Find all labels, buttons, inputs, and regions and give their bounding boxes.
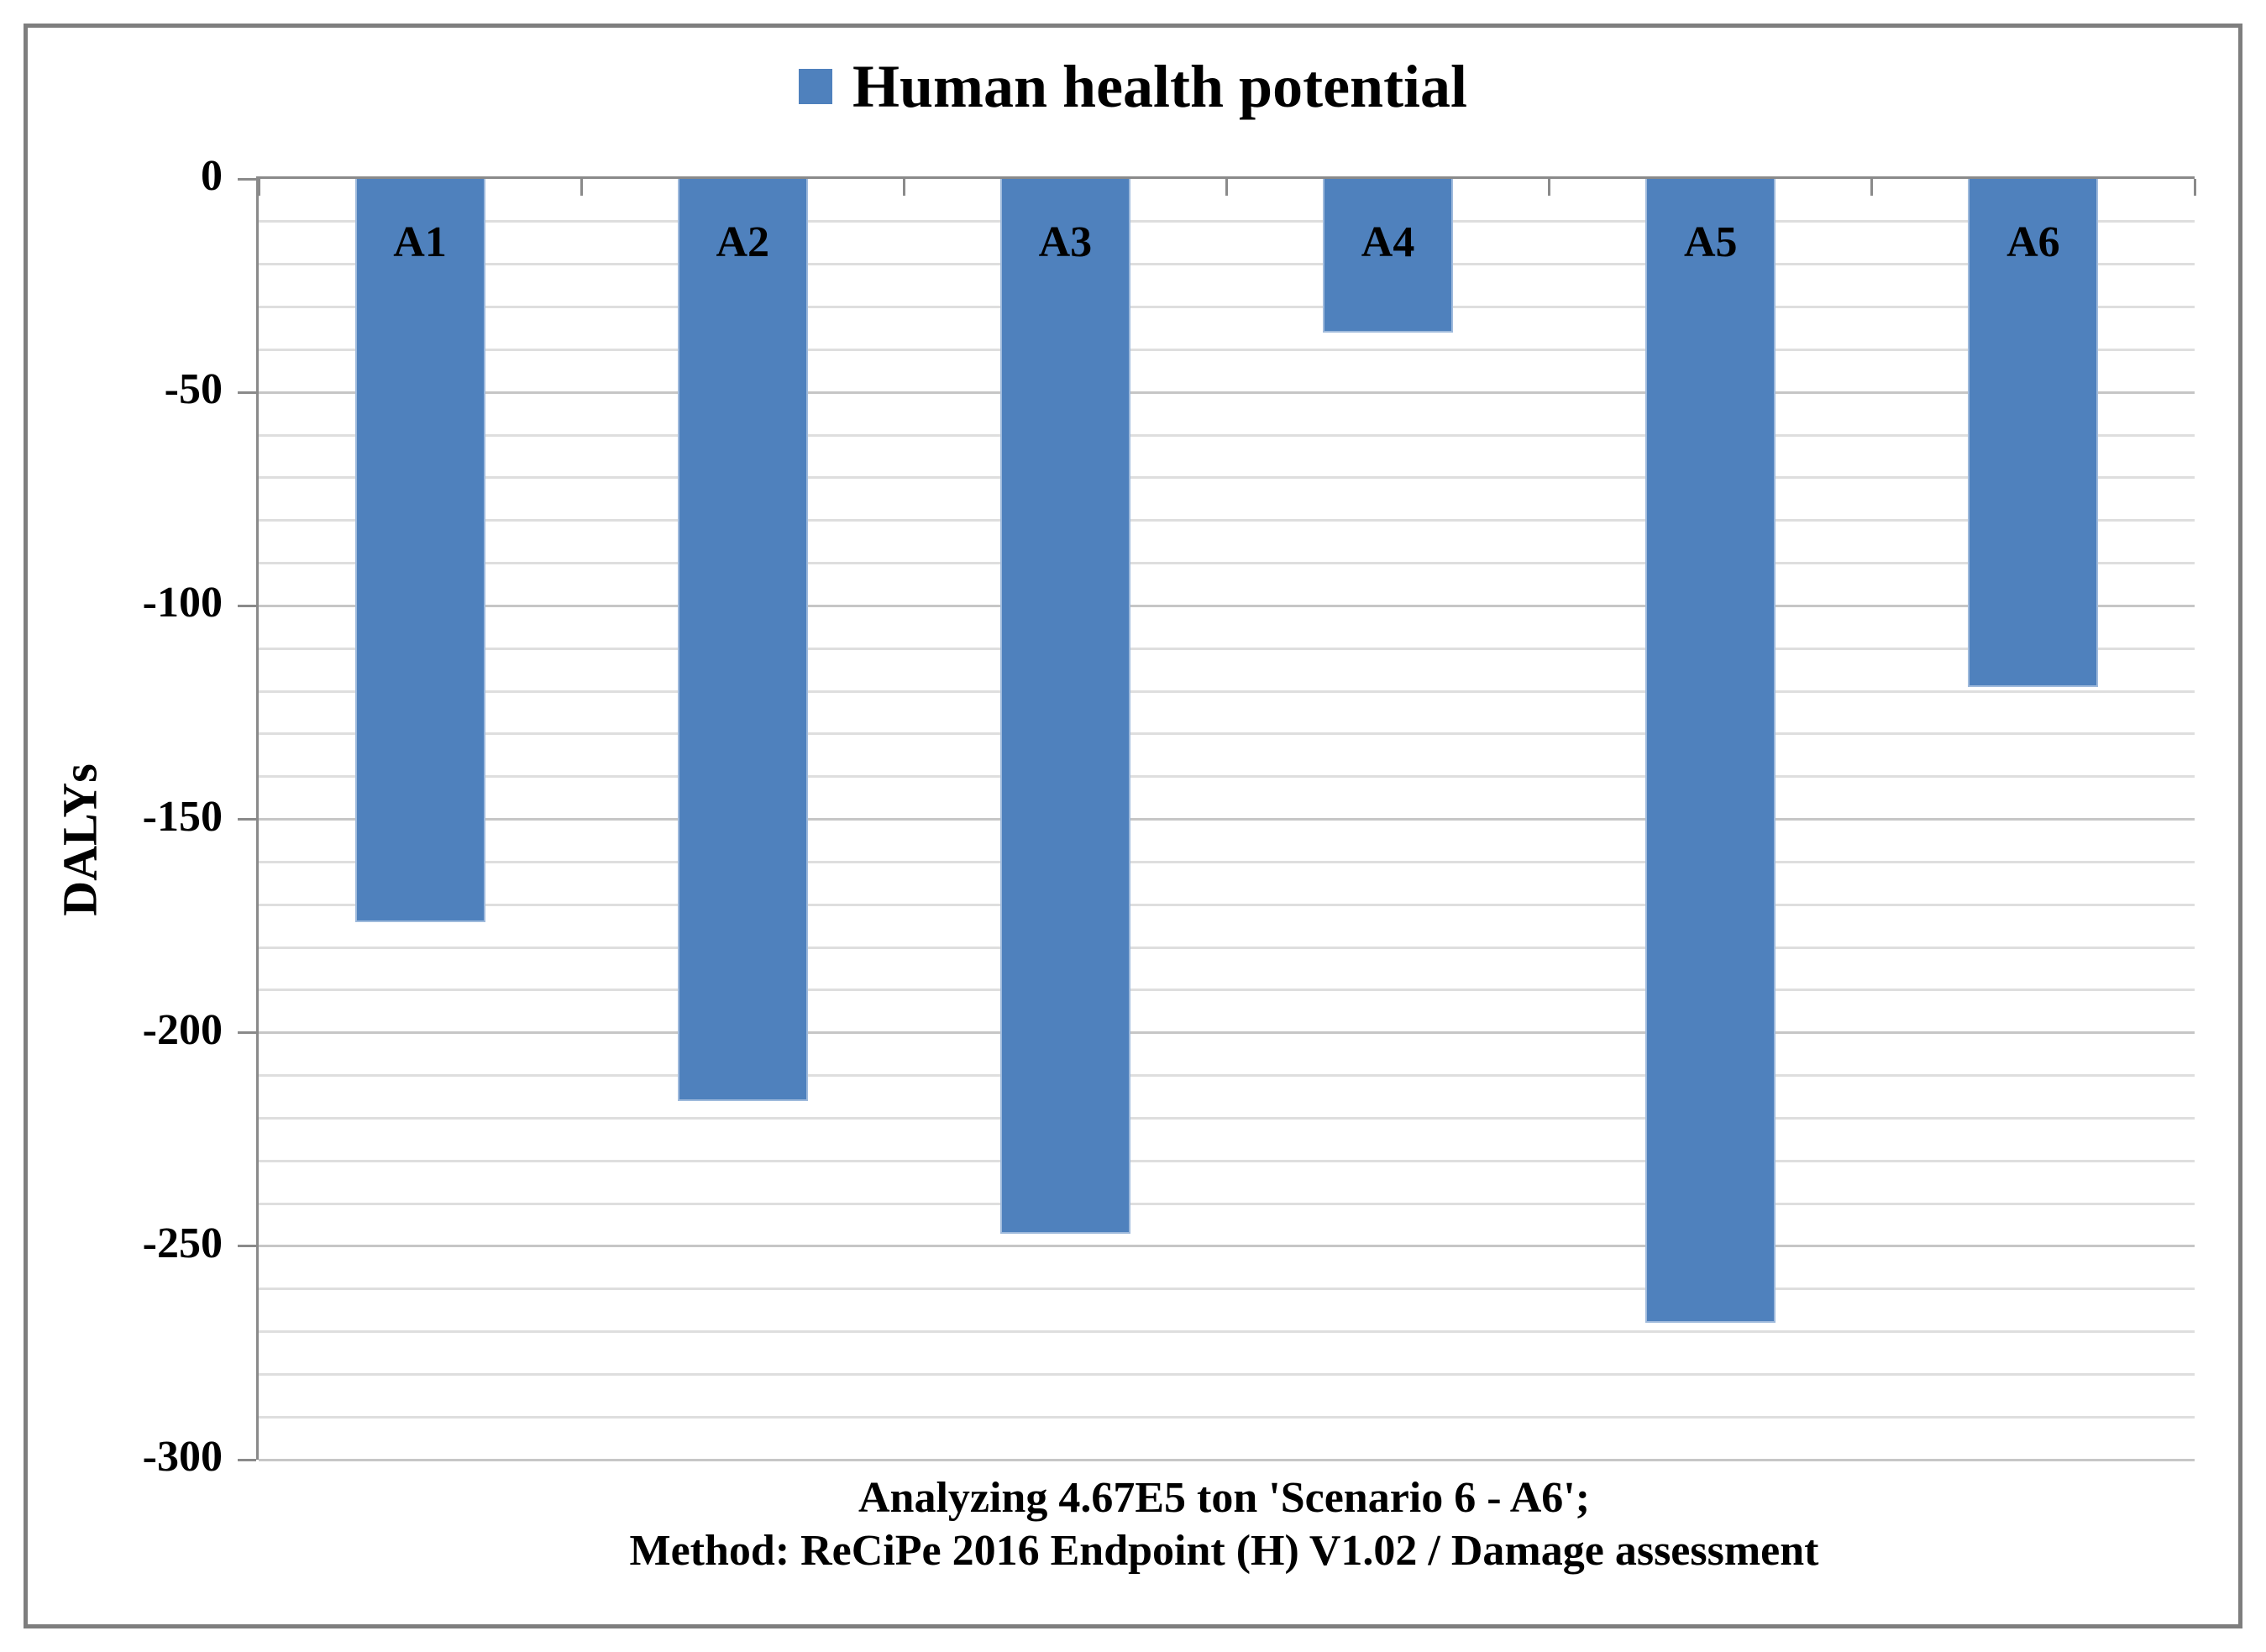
x-axis-tick	[1225, 179, 1228, 196]
y-axis-tick	[238, 1458, 256, 1461]
gridline-major	[259, 604, 2195, 607]
y-axis-tick-label: -300	[142, 1433, 223, 1481]
legend-series-label: Human health potential	[852, 53, 1468, 120]
x-axis-tick	[580, 179, 583, 196]
x-axis-tick	[1548, 179, 1551, 196]
legend-color-swatch-icon	[798, 69, 832, 104]
gridline-minor	[259, 690, 2195, 693]
gridline-major	[259, 1245, 2195, 1248]
y-axis-tick-label: -200	[142, 1005, 223, 1054]
x-axis-tick	[902, 179, 905, 196]
bar-category-label: A6	[2006, 218, 2060, 266]
gridline-minor	[259, 732, 2195, 736]
gridline-minor	[259, 647, 2195, 650]
gridline-minor	[259, 1415, 2195, 1419]
gridline-minor	[259, 1202, 2195, 1205]
x-axis-tick	[2193, 179, 2196, 196]
chart-caption: Analyzing 4.67E5 ton 'Scenario 6 - A6'; …	[256, 1471, 2192, 1578]
bar-category-label: A2	[716, 218, 770, 266]
gridline-minor	[259, 306, 2195, 308]
gridline-major	[259, 1031, 2195, 1035]
y-axis-tick	[238, 818, 256, 821]
caption-line-1: Analyzing 4.67E5 ton 'Scenario 6 - A6';	[858, 1474, 1591, 1522]
bar-a6: A6	[1968, 179, 2099, 687]
gridline-minor	[259, 348, 2195, 351]
bar-category-label: A1	[393, 218, 447, 266]
gridline-minor	[259, 1330, 2195, 1333]
y-axis-tick	[238, 391, 256, 394]
bar-a5: A5	[1645, 179, 1776, 1324]
y-axis-tick-label: -150	[142, 792, 223, 841]
plot-area: A1 A2 A3 A4 A5 A6	[238, 176, 2196, 1461]
gridline-minor	[259, 220, 2195, 223]
y-axis-title: DALYs	[52, 763, 108, 916]
gridline-minor	[259, 263, 2195, 266]
gridline-minor	[259, 946, 2195, 949]
gridline-minor	[259, 860, 2195, 863]
y-axis-tick-label: -100	[142, 579, 223, 627]
bar-a2: A2	[677, 179, 808, 1101]
gridline-minor	[259, 519, 2195, 522]
gridline-minor	[259, 989, 2195, 992]
gridline-minor	[259, 433, 2195, 437]
bar-category-label: A4	[1361, 218, 1415, 266]
bar-a1: A1	[354, 179, 485, 922]
y-axis-tick-label: -50	[164, 365, 223, 414]
bar-a4: A4	[1323, 179, 1454, 333]
caption-line-2: Method: ReCiPe 2016 Endpoint (H) V1.02 /…	[629, 1527, 1819, 1576]
gridline-minor	[259, 775, 2195, 779]
gridline-minor	[259, 476, 2195, 480]
gridline-minor	[259, 562, 2195, 564]
gridline-major	[259, 391, 2195, 394]
gridline-major	[259, 1458, 2195, 1461]
gridline-minor	[259, 1074, 2195, 1077]
legend: Human health potential	[0, 49, 2266, 124]
y-axis-tick-label: -250	[142, 1219, 223, 1267]
y-axis-tick	[238, 1031, 256, 1035]
gridline-major	[259, 818, 2195, 821]
bar-category-label: A3	[1038, 218, 1093, 266]
gridline-minor	[259, 1288, 2195, 1291]
gridline-minor	[259, 1159, 2195, 1162]
y-axis-tick-label: 0	[201, 152, 223, 200]
gridline-minor	[259, 1116, 2195, 1120]
gridline-minor	[259, 903, 2195, 906]
y-axis-tick	[238, 604, 256, 607]
bar-a3: A3	[999, 179, 1130, 1234]
y-axis-tick	[238, 1245, 256, 1248]
y-axis-tick	[238, 177, 256, 181]
x-axis-tick	[1870, 179, 1874, 196]
gridline-minor	[259, 1372, 2195, 1376]
bar-category-label: A5	[1683, 218, 1738, 266]
x-axis-tick	[257, 179, 260, 196]
